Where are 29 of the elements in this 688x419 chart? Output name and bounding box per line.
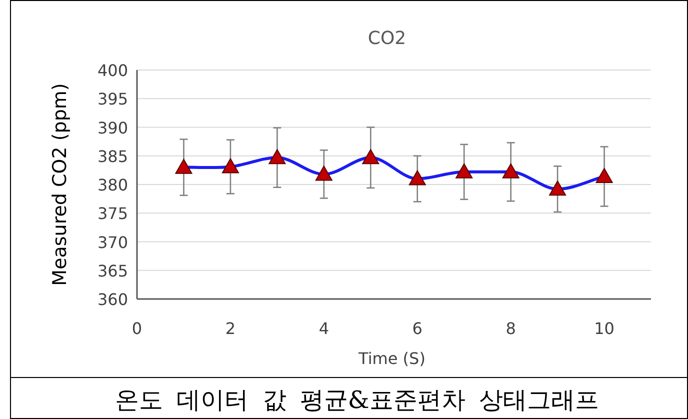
y-tick-label: 375 (97, 204, 128, 224)
x-tick-label: 6 (412, 319, 422, 338)
x-tick-label: 4 (318, 319, 330, 338)
point (362, 149, 380, 164)
y-tick-label: 380 (97, 176, 128, 194)
point (222, 158, 239, 174)
y-tick-label: 365 (97, 261, 128, 280)
x-tick-label: 8 (506, 319, 516, 338)
chart-title: CO2 (368, 28, 406, 49)
x-tick-label: 10 (594, 319, 614, 338)
point (549, 180, 566, 196)
point (596, 168, 613, 183)
point (175, 158, 192, 174)
x-tick-label: 0 (132, 319, 142, 338)
point (268, 149, 286, 164)
x-axis-title: Time (S) (358, 349, 426, 368)
x-tick-label: 2 (225, 319, 236, 338)
y-axis-title: Measured CO2 (ppm) (49, 83, 71, 286)
y-tick-label: 360 (97, 290, 128, 309)
y-tick-label: 370 (97, 232, 128, 252)
point (315, 166, 332, 181)
y-tick-label: 385 (97, 146, 128, 166)
y-tick-label: 400 (97, 61, 128, 80)
y-tick-label: 390 (97, 118, 128, 138)
y-tick-label: 395 (97, 90, 128, 109)
point (456, 163, 473, 178)
point (502, 163, 520, 178)
text: 온도 데이터 값 평균&표준편차 상태그래프 (115, 386, 599, 414)
point (408, 170, 426, 186)
